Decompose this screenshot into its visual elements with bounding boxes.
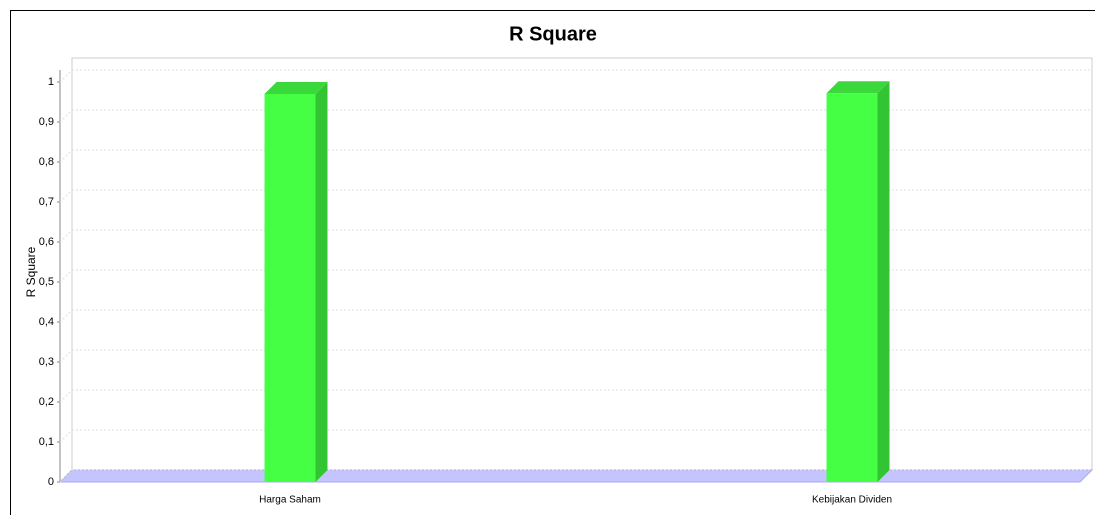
grid-line (59, 69, 73, 83)
bar-top (264, 82, 328, 94)
x-tick-label: Harga Saham (259, 495, 321, 506)
grid-line (59, 349, 73, 363)
grid-line (59, 309, 73, 323)
floor (58, 469, 1094, 483)
y-tick-label: 0,6 (39, 236, 54, 248)
grid-line (59, 269, 73, 283)
grid-line (59, 109, 73, 123)
bar (826, 93, 878, 482)
y-tick-label: 0,1 (39, 436, 54, 448)
bar (264, 94, 316, 482)
grid-line (59, 429, 73, 443)
y-tick-label: 0,7 (39, 196, 54, 208)
y-tick-label: 0,4 (39, 316, 54, 328)
x-tick-label: Kebijakan Dividen (812, 495, 892, 506)
grid-line (59, 469, 73, 483)
y-tick-label: 0 (48, 476, 54, 488)
grid-line (59, 229, 73, 243)
y-tick-label: 0,9 (39, 116, 54, 128)
y-tick-label: 0,3 (39, 356, 54, 368)
bar-side (315, 82, 328, 482)
y-tick-label: 1 (48, 76, 54, 88)
bar-side (877, 81, 890, 482)
bar-top (826, 81, 890, 94)
y-tick-label: 0,2 (39, 396, 54, 408)
grid-line (59, 149, 73, 163)
chart-title: R Square (509, 23, 597, 45)
y-tick-label: 0,5 (39, 276, 54, 288)
grid-line (59, 389, 73, 403)
y-tick-label: 0,8 (39, 156, 54, 168)
grid-line (59, 189, 73, 203)
y-axis-label: R Square (24, 246, 38, 297)
